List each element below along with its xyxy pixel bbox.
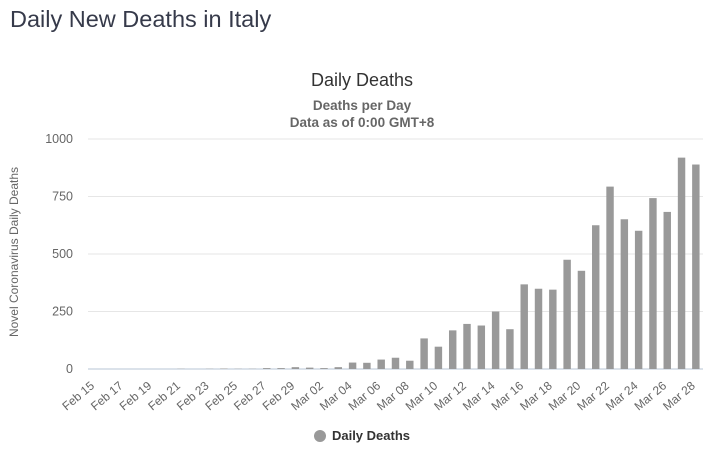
svg-text:0: 0 [66, 362, 73, 376]
svg-text:1000: 1000 [45, 132, 73, 146]
svg-text:750: 750 [52, 190, 73, 204]
svg-text:250: 250 [52, 305, 73, 319]
svg-text:Mar 28: Mar 28 [660, 378, 698, 413]
svg-text:500: 500 [52, 247, 73, 261]
